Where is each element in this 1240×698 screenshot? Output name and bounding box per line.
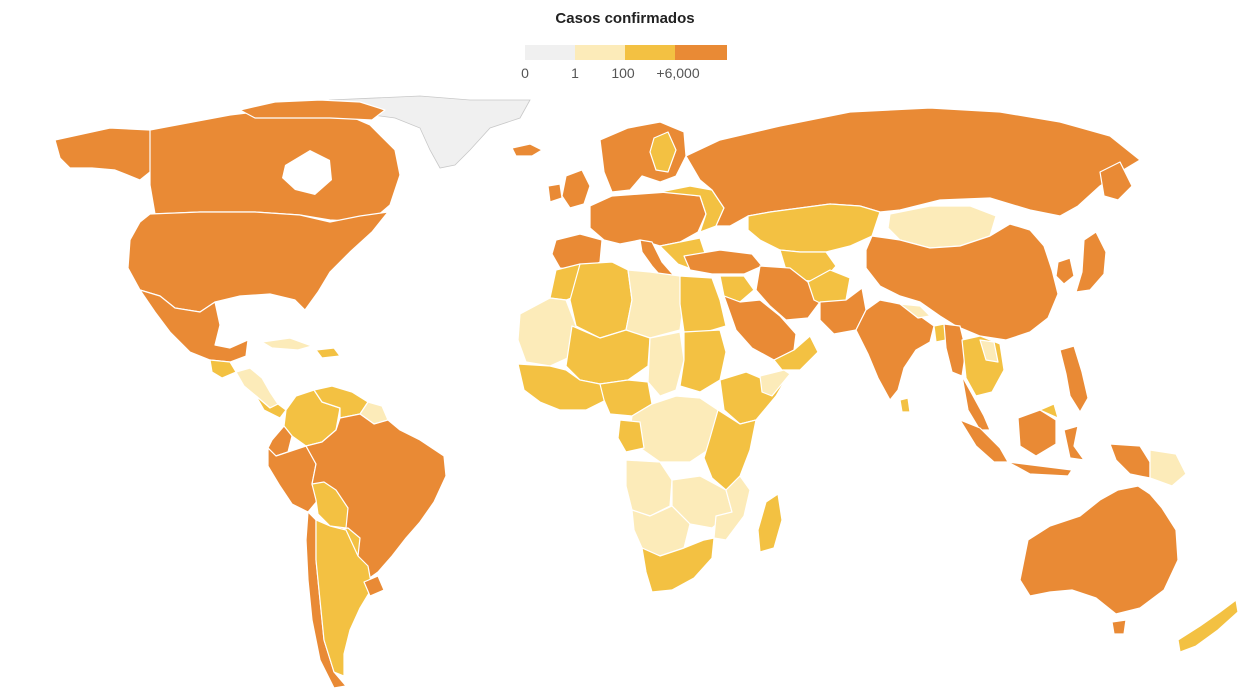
region-alaska bbox=[54, 127, 161, 181]
legend-swatch-0 bbox=[525, 45, 575, 60]
region-nepal bbox=[899, 303, 931, 319]
region-kazakhstan bbox=[747, 203, 881, 253]
region-canada-arctic-islands bbox=[239, 99, 386, 121]
region-borneo-north bbox=[1039, 403, 1059, 419]
region-borneo bbox=[1017, 409, 1057, 457]
legend-title: Casos confirmados bbox=[555, 10, 695, 27]
legend-tick-0: 0 bbox=[521, 65, 529, 81]
region-india bbox=[855, 299, 935, 401]
region-levant bbox=[719, 275, 755, 303]
region-hudson-bay bbox=[282, 150, 332, 195]
legend-tick-100: 100 bbox=[611, 65, 635, 81]
region-ireland bbox=[547, 183, 563, 203]
legend-swatch-100 bbox=[625, 45, 675, 60]
region-sudan bbox=[679, 329, 727, 393]
region-uruguay bbox=[363, 575, 385, 597]
region-angola bbox=[625, 459, 673, 517]
region-congo-gabon bbox=[617, 419, 645, 453]
region-china bbox=[865, 223, 1059, 341]
region-uk bbox=[561, 169, 591, 209]
region-central-america bbox=[235, 367, 279, 409]
region-png bbox=[1149, 449, 1187, 487]
region-laos bbox=[979, 339, 999, 363]
region-western-europe bbox=[589, 191, 707, 247]
region-sri-lanka bbox=[899, 397, 911, 413]
region-new-zealand bbox=[1177, 599, 1239, 653]
region-mozambique bbox=[713, 475, 751, 541]
region-philippines bbox=[1059, 345, 1089, 413]
region-chad bbox=[647, 331, 685, 397]
region-hispaniola bbox=[315, 347, 341, 359]
region-korea bbox=[1055, 257, 1075, 285]
legend-tick-6000: +6,000 bbox=[656, 65, 700, 81]
region-mali-niger bbox=[565, 325, 651, 385]
region-iceland bbox=[511, 143, 543, 157]
region-iran bbox=[755, 265, 821, 321]
region-japan bbox=[1075, 231, 1107, 293]
region-russia bbox=[685, 107, 1141, 227]
region-argentina bbox=[315, 519, 373, 677]
region-madagascar bbox=[757, 493, 783, 553]
region-peru bbox=[267, 445, 319, 513]
region-canada bbox=[149, 107, 401, 223]
region-kamchatka bbox=[1099, 161, 1133, 201]
legend-tick-1: 1 bbox=[571, 65, 579, 81]
region-algeria bbox=[569, 261, 633, 339]
legend-swatch-6000 bbox=[675, 45, 727, 60]
region-saudi-arabia bbox=[723, 295, 797, 361]
region-australia bbox=[1019, 485, 1179, 615]
region-sweden bbox=[649, 131, 677, 173]
region-mexico bbox=[139, 289, 249, 363]
map-legend: Casos confirmados 0 1 100 +6,000 bbox=[500, 8, 750, 88]
region-java bbox=[1007, 461, 1073, 477]
region-usa bbox=[127, 211, 389, 313]
region-turkey bbox=[683, 249, 763, 275]
region-egypt bbox=[679, 275, 727, 333]
region-sulawesi bbox=[1063, 425, 1085, 461]
region-south-africa bbox=[641, 537, 715, 593]
region-cuba bbox=[261, 337, 313, 351]
region-tasmania bbox=[1111, 619, 1127, 635]
region-somalia bbox=[759, 369, 791, 397]
region-new-guinea bbox=[1109, 443, 1151, 479]
region-guatemala bbox=[209, 359, 237, 379]
world-choropleth-map bbox=[54, 95, 1239, 689]
legend-swatch-1 bbox=[575, 45, 625, 60]
region-malay-peninsula bbox=[961, 375, 991, 431]
region-libya bbox=[625, 269, 685, 339]
